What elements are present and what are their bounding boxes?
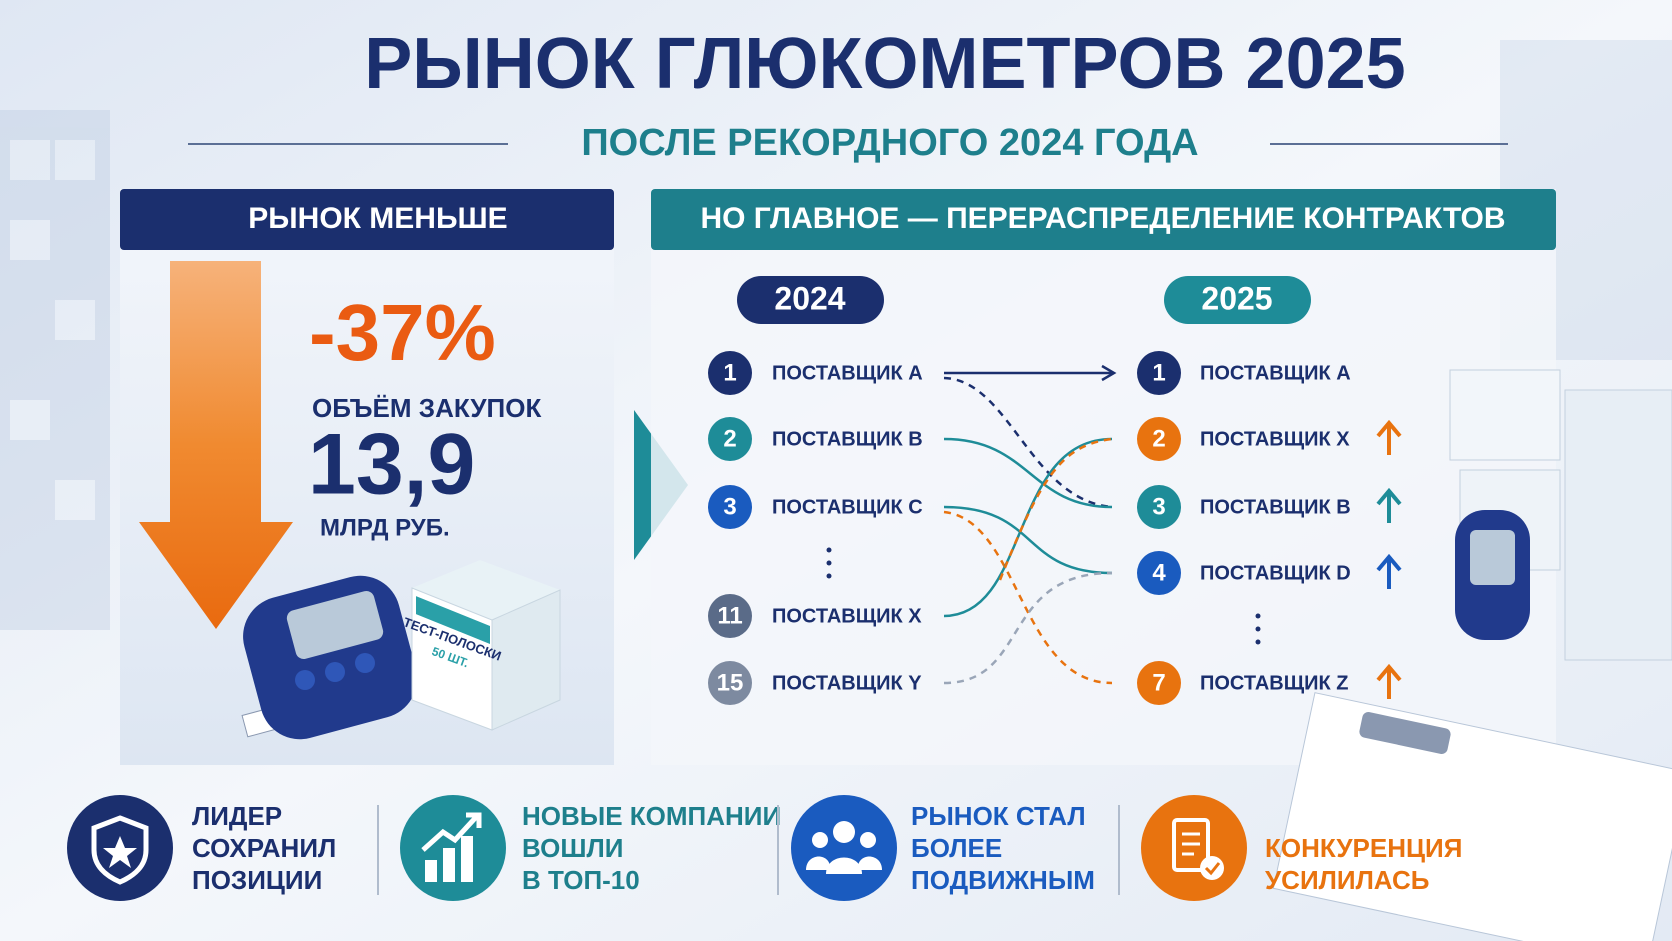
year-after: 2025 [1201, 280, 1272, 316]
growth-arrow [421, 812, 482, 852]
year-pill [737, 276, 884, 324]
supplier: ПОСТАВЩИК C [772, 496, 923, 518]
metric: ОБЪЁМ ЗАКУПОК [312, 393, 541, 423]
year-before: 2024 [774, 280, 845, 316]
feature-text: РЫНОК СТАЛ [911, 801, 1086, 831]
feature-text: ЛИДЕР [192, 801, 282, 831]
up-arrow [1376, 487, 1402, 523]
supplier: ПОСТАВЩИК B [1200, 496, 1351, 518]
feature-text: ВОШЛИ [522, 833, 623, 863]
rank: 3 [723, 493, 736, 520]
shield [91, 815, 149, 885]
rank-badge [1137, 417, 1181, 461]
down-arrow [139, 261, 293, 629]
rank: 3 [1152, 493, 1165, 520]
subtitle: ПОСЛЕ РЕКОРДНОГО 2024 ГОДА [581, 122, 1198, 164]
up-arrow [1376, 663, 1402, 699]
check [1204, 862, 1221, 876]
ellipsis [826, 547, 832, 579]
feature-text: СОХРАНИЛ [192, 833, 336, 863]
rank-badge [1137, 551, 1181, 595]
rank: 15 [717, 669, 744, 696]
document-lines [1182, 832, 1200, 856]
rank: 1 [723, 359, 736, 386]
rank: 1 [1152, 359, 1165, 386]
right-decoration [1272, 369, 1672, 941]
change: -37% [309, 288, 496, 377]
title: РЫНОК ГЛЮКОМЕТРОВ 2025 [364, 24, 1405, 104]
rank-badge [708, 661, 752, 705]
rank: 4 [1152, 559, 1166, 586]
rank: 7 [1152, 669, 1165, 696]
growth-icon [425, 836, 473, 882]
rank-badge [708, 417, 752, 461]
after-list: 1 ПОСТАВЩИК A 2 ПОСТАВЩИК X 3 ПОСТАВЩИК … [1137, 351, 1402, 705]
supplier: ПОСТАВЩИК B [772, 428, 923, 450]
year-pill [1164, 276, 1311, 324]
ellipsis [1255, 613, 1261, 645]
features: ЛИДЕР СОХРАНИЛ ПОЗИЦИИ НОВЫЕ КОМПАНИИ ВО… [67, 795, 1462, 901]
feature-icon [791, 795, 897, 901]
feature-text: КОНКУРЕНЦИЯ [1265, 833, 1462, 863]
right-header [651, 189, 1556, 250]
supplier: ПОСТАВЩИК X [772, 605, 922, 627]
rank: 2 [1152, 425, 1165, 452]
left-header [120, 189, 614, 250]
feature-text: ПОЗИЦИИ [192, 865, 322, 895]
supplier: ПОСТАВЩИК Z [1200, 672, 1348, 694]
rank-badge [708, 485, 752, 529]
supplier: ПОСТАВЩИК D [1200, 562, 1351, 584]
rank-badge [1137, 661, 1181, 705]
unit: МЛРД РУБ. [320, 514, 450, 541]
up-arrow [1376, 553, 1402, 589]
feature-text: УСИЛИЛАСЬ [1265, 865, 1429, 895]
check-badge [1200, 856, 1224, 880]
value: 13,9 [308, 417, 475, 513]
right-header-text: НО ГЛАВНОЕ — ПЕРЕРАСПРЕДЕЛЕНИЕ КОНТРАКТО… [700, 202, 1505, 235]
warehouse-backdrop [0, 40, 1672, 630]
rank: 2 [723, 425, 736, 452]
before-list: 1 ПОСТАВЩИК A 2 ПОСТАВЩИК B 3 ПОСТАВЩИК … [708, 351, 923, 705]
people-icon [806, 821, 882, 874]
feature-text: БОЛЕЕ [911, 833, 1002, 863]
rank-badge [708, 594, 752, 638]
document-icon [1172, 818, 1210, 872]
rank: 11 [717, 602, 742, 629]
connectors [943, 364, 1117, 685]
glucometer [241, 575, 418, 740]
feature-text: НОВЫЕ КОМПАНИИ [522, 801, 781, 831]
feature-icon [1141, 795, 1247, 901]
rank-badge [1137, 351, 1181, 395]
up-arrow [1376, 419, 1402, 455]
feature-text: ПОДВИЖНЫМ [911, 865, 1095, 895]
supplier: ПОСТАВЩИК A [1200, 362, 1351, 384]
rank-badge [1137, 485, 1181, 529]
left-header-text: РЫНОК МЕНЬШЕ [248, 202, 507, 235]
rank-badge [708, 351, 752, 395]
star [103, 836, 137, 868]
supplier: ПОСТАВЩИК Y [772, 672, 922, 694]
feature-text: В ТОП-10 [522, 865, 640, 895]
test-strip-box [411, 560, 561, 731]
supplier: ПОСТАВЩИК A [772, 362, 923, 384]
supplier: ПОСТАВЩИК X [1200, 428, 1350, 450]
